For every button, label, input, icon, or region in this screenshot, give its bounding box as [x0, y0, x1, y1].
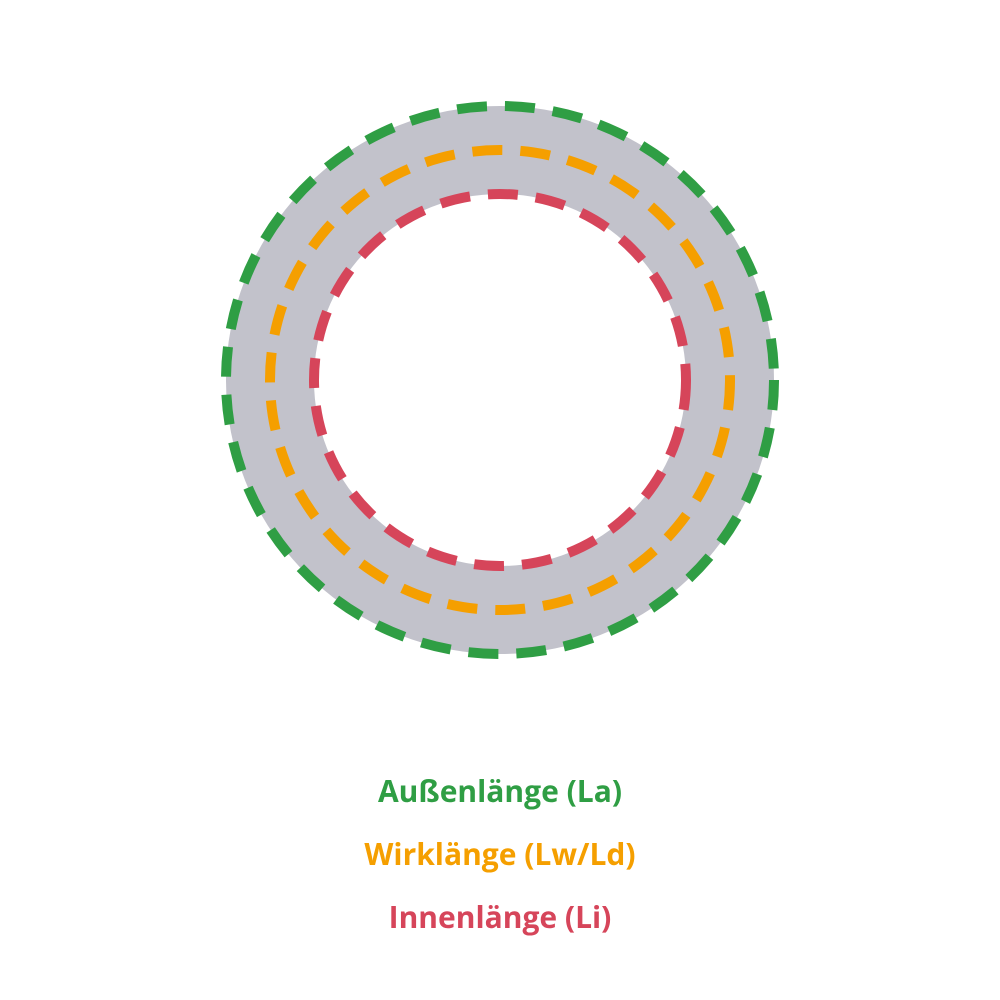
ring-diagram-svg	[200, 80, 800, 680]
legend-outer-length: Außenlänge (La)	[378, 770, 622, 811]
ring-diagram	[0, 0, 1000, 760]
legend: Außenlänge (La) Wirklänge (Lw/Ld) Innenl…	[364, 770, 635, 937]
ring-inner	[314, 194, 686, 566]
legend-inner-length: Innenlänge (Li)	[389, 896, 612, 937]
legend-effective-length: Wirklänge (Lw/Ld)	[364, 833, 635, 874]
